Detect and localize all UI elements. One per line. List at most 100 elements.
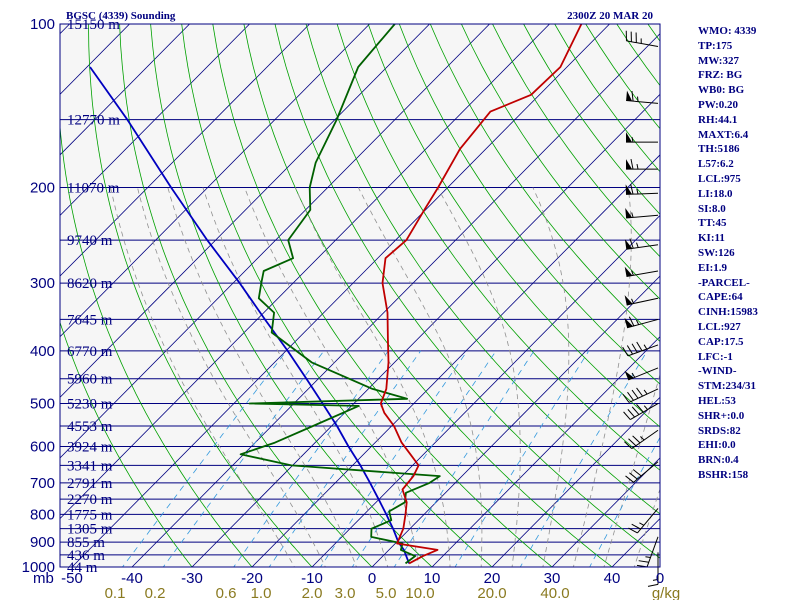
wind-barb-staff xyxy=(626,297,659,306)
mixing-ratio-3 xyxy=(351,350,497,567)
wind-barb-full xyxy=(629,238,634,249)
moist-adiabat-20 xyxy=(357,187,483,567)
moist-adiabat-15 xyxy=(294,187,451,567)
wind-barb-full xyxy=(627,409,635,418)
wind-barb-half xyxy=(643,389,648,395)
mixing-ratio-label-2: 0.6 xyxy=(216,585,237,600)
isotherm--20 xyxy=(251,154,660,567)
isotherm--50 xyxy=(71,24,610,567)
wind-barb-full xyxy=(631,90,634,102)
height-label-350: 7645 m xyxy=(67,312,113,328)
height-label-650: 3341 m xyxy=(67,458,113,474)
wind-barb-8 xyxy=(624,295,659,306)
mixing-ratio-40 xyxy=(589,436,660,567)
mixing-ratio-label-8: 20.0 xyxy=(477,585,506,600)
wind-barb-full xyxy=(628,527,638,534)
wind-barb-half xyxy=(636,242,639,248)
wind-barb-12 xyxy=(622,387,659,403)
mixing-ratio-label-7: 10.0 xyxy=(405,585,434,600)
dry-adiabat-110 xyxy=(461,24,660,300)
mixing-ratio-0.2 xyxy=(162,350,325,567)
wind-barb-staff xyxy=(626,40,659,47)
pressure-label-100: 100 xyxy=(30,16,55,33)
isotherm--60 xyxy=(60,24,550,520)
stat-item: -PARCEL- xyxy=(698,276,750,289)
stat-item: -WIND- xyxy=(698,365,737,378)
pressure-label-900: 900 xyxy=(30,534,55,551)
wind-barb-staff xyxy=(626,318,659,329)
temp-tick-3: -20 xyxy=(241,570,263,587)
mixing-ratio-label-10: g/kg xyxy=(652,585,680,600)
stat-item: BRN:0.4 xyxy=(698,454,739,467)
stat-item: CAPE:64 xyxy=(698,291,743,304)
wind-barb-half xyxy=(631,372,636,378)
wind-barb-10 xyxy=(622,341,659,357)
dry-adiabat-120 xyxy=(492,24,660,258)
wind-barb-staff xyxy=(633,461,659,483)
mixing-ratio-0.1 xyxy=(122,350,287,567)
stat-item: L57:6.2 xyxy=(698,158,734,171)
stat-item: SI:8.0 xyxy=(698,202,726,215)
dry-adiabat-40 xyxy=(243,24,613,567)
wind-barb-14 xyxy=(624,429,659,450)
height-label-550: 4553 m xyxy=(67,419,113,435)
wind-barb-full xyxy=(632,435,641,444)
wind-barb-full xyxy=(636,387,643,397)
temp-tick-1: -40 xyxy=(121,570,143,587)
wind-barb-half xyxy=(639,522,645,526)
pressure-unit-label: mb xyxy=(33,570,54,587)
isotherm--100 xyxy=(60,24,310,277)
stat-item: CAP:17.5 xyxy=(698,335,744,348)
temp-tick-8: 30 xyxy=(544,570,561,587)
wind-barb-18 xyxy=(647,552,659,587)
wind-barb-pennant xyxy=(625,184,633,195)
stat-item: FRZ: BG xyxy=(698,69,743,82)
dry-adiabat--30 xyxy=(60,321,193,567)
stat-item: SHR+:0.0 xyxy=(698,409,745,422)
stat-item: RH:44.1 xyxy=(698,113,738,126)
mixing-ratio-label-9: 40.0 xyxy=(540,585,569,600)
height-label-850: 1305 m xyxy=(67,522,113,538)
wind-barb-0 xyxy=(625,30,659,47)
isotherm-20 xyxy=(491,396,660,567)
stat-item: LI:18.0 xyxy=(698,187,733,200)
stat-item: KI:11 xyxy=(698,232,725,245)
wind-barb-half xyxy=(645,556,651,559)
moist-adiabat-0 xyxy=(167,187,357,567)
wind-barb-pennant xyxy=(624,370,634,380)
height-label-300: 8620 m xyxy=(67,276,113,292)
wind-barb-half xyxy=(643,344,648,350)
dry-adiabat-60 xyxy=(305,24,660,515)
wind-barb-half xyxy=(631,136,634,143)
wind-barb-9 xyxy=(624,316,659,329)
wind-barb-3 xyxy=(626,158,658,170)
wind-barb-half xyxy=(643,405,648,410)
isotherm--70 xyxy=(60,24,490,459)
dry-adiabat-70 xyxy=(336,24,660,471)
stat-item: WMO: 4339 xyxy=(698,25,757,37)
dry-adiabat-20 xyxy=(181,24,493,567)
stat-item: TT:45 xyxy=(698,217,727,230)
wind-barb-pennant xyxy=(624,318,633,328)
wind-barb-staff xyxy=(630,403,659,420)
pressure-label-400: 400 xyxy=(30,343,55,360)
wind-barb-half xyxy=(635,319,640,325)
wind-barb-pennant xyxy=(624,266,633,277)
wind-barb-full xyxy=(628,316,635,327)
parcel-trace xyxy=(89,66,410,564)
dry-adiabat-100 xyxy=(429,24,660,342)
wind-barb-staff xyxy=(626,192,659,195)
pressure-label-300: 300 xyxy=(30,275,55,292)
mixing-ratio-0.6 xyxy=(233,350,389,567)
isotherm-30 xyxy=(551,457,660,567)
sounding-traces xyxy=(89,24,583,565)
wind-barb-full xyxy=(624,441,633,449)
wind-barb-1 xyxy=(626,90,659,104)
pressure-label-600: 600 xyxy=(30,439,55,456)
isotherm--90 xyxy=(60,24,370,338)
wind-barb-staff xyxy=(626,244,659,250)
stat-item: MW:327 xyxy=(698,54,739,67)
mixing-ratio-label-0: 0.1 xyxy=(105,585,126,600)
isotherm--40 xyxy=(131,33,660,567)
stat-item: TP:175 xyxy=(698,39,733,52)
